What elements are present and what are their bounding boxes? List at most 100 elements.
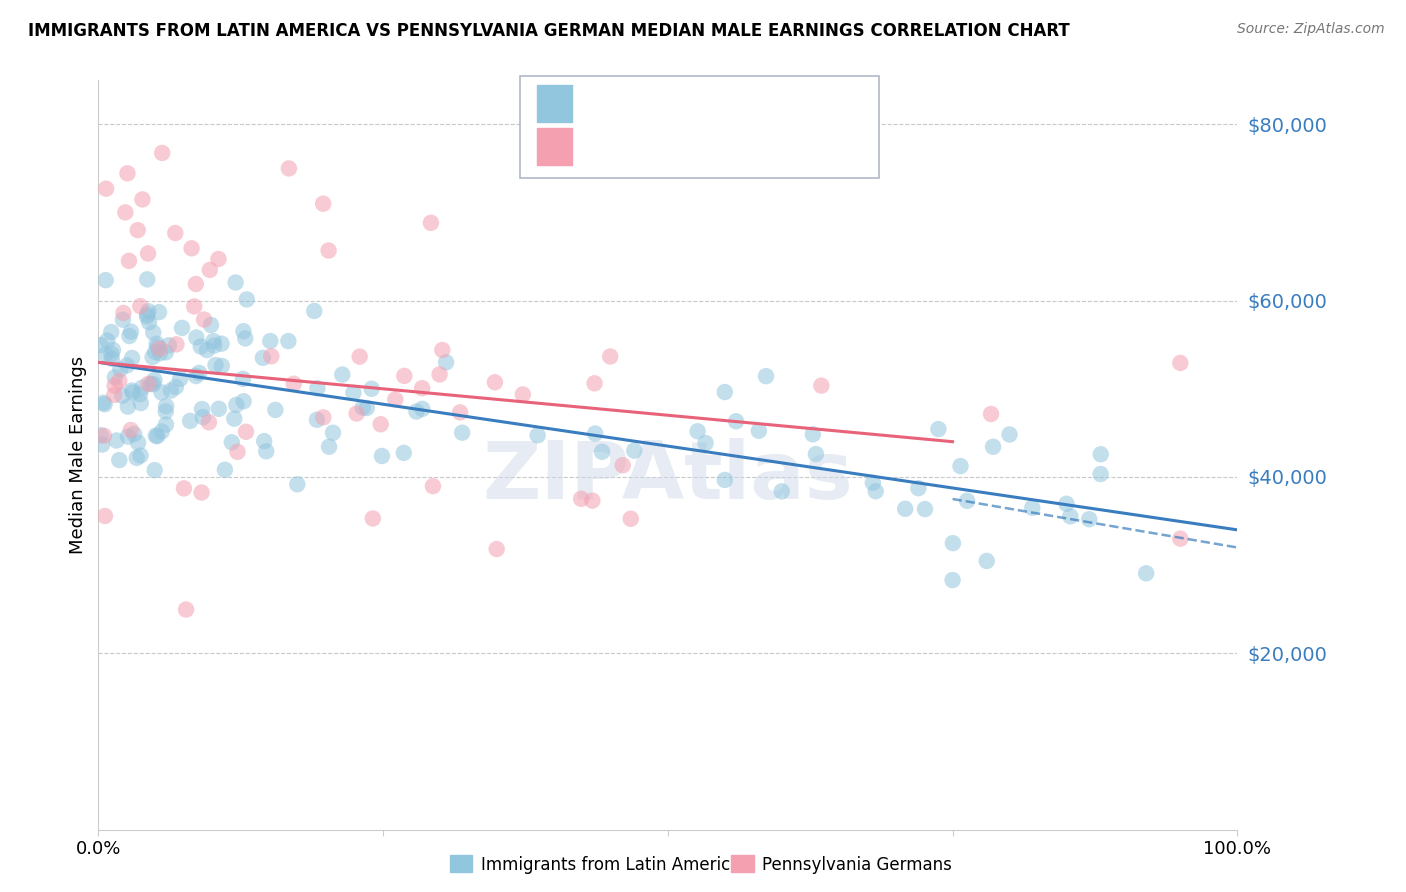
Point [118,253,141,268]
Point [142,326,165,340]
Point [942,536,965,550]
Point [94,273,117,287]
Point [146,429,169,443]
Point [384,392,406,407]
Point [143,345,166,359]
Point [583,426,606,441]
Point [150,385,173,400]
Point [322,425,344,440]
Point [512,387,534,401]
Point [108,453,131,467]
Point [131,381,153,395]
Point [186,330,208,344]
Point [252,351,274,365]
Point [1170,356,1192,370]
Point [285,477,308,491]
Point [451,425,474,440]
Point [122,427,145,442]
Point [136,246,159,260]
Point [117,429,139,443]
Point [581,493,603,508]
Point [120,325,142,339]
Point [236,293,259,307]
Point [998,427,1021,442]
Point [165,337,187,351]
Point [170,321,193,335]
Point [120,423,142,437]
Point [330,368,353,382]
Text: ZIPAtlas: ZIPAtlas [482,438,853,516]
Point [264,403,287,417]
Point [193,312,215,326]
Point [110,362,132,376]
Point [865,484,887,499]
Point [356,401,378,415]
Point [157,338,180,352]
Point [949,459,972,474]
Point [145,428,167,442]
Point [623,443,645,458]
Point [90,338,112,352]
Point [191,402,214,417]
Point [394,368,416,383]
Point [862,475,884,490]
Point [620,512,643,526]
Point [449,405,471,419]
Point [434,355,457,369]
Point [305,413,328,427]
Point [346,407,368,421]
Point [804,447,827,461]
Point [150,145,173,160]
Point [801,427,824,442]
Point [112,306,135,320]
Point [105,434,128,448]
Point [612,458,634,473]
Point [211,336,233,351]
Point [583,376,606,391]
Point [1090,467,1112,481]
Point [169,372,191,386]
Point [111,312,134,326]
Point [139,377,162,392]
Point [150,425,173,439]
Point [93,397,115,411]
Point [686,424,709,438]
Point [115,359,138,373]
Point [312,410,335,425]
Point [1090,447,1112,461]
Point [148,305,170,319]
Point [160,384,183,398]
Point [232,324,254,338]
Point [145,336,167,351]
Point [370,417,392,432]
Point [142,350,165,364]
Text: Source: ZipAtlas.com: Source: ZipAtlas.com [1237,22,1385,37]
Point [117,400,139,414]
Point [200,318,222,332]
Point [770,484,793,499]
Point [117,166,139,180]
Point [907,481,929,495]
Text: R = −0.720   N = 144: R = −0.720 N = 144 [588,87,785,105]
Point [204,358,226,372]
Point [155,345,177,359]
Point [111,389,134,403]
Point [304,304,326,318]
Point [755,369,778,384]
Point [183,300,205,314]
Point [254,444,277,458]
Point [810,378,832,392]
Point [235,425,257,439]
Point [121,385,143,400]
Point [91,437,114,451]
Point [198,263,221,277]
Point [101,351,124,366]
Point [927,422,949,436]
Point [179,414,201,428]
Point [226,445,249,459]
Point [136,272,159,286]
Point [94,347,117,361]
Point [155,404,177,418]
Point [405,404,427,418]
Point [190,340,212,354]
